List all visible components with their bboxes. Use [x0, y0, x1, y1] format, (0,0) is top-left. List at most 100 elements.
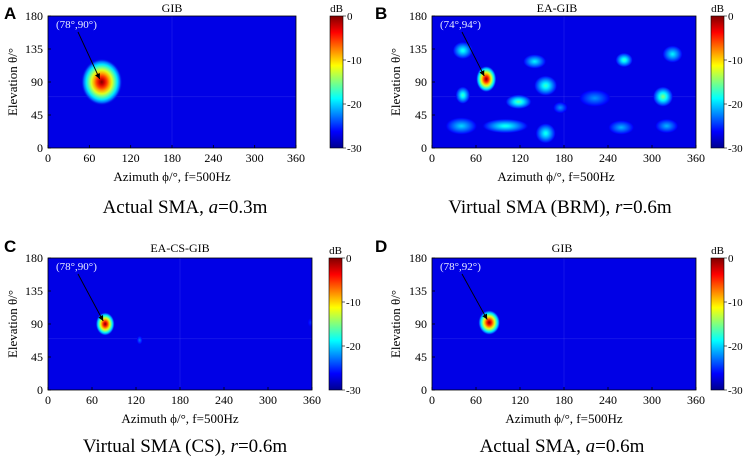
x-tick-label: 60	[86, 393, 98, 407]
panel-b-ylabel: Elevation θ/°	[388, 48, 403, 116]
panel-letter-c: C	[4, 237, 16, 256]
heatmap-blob	[481, 118, 529, 134]
y-tick-label: 135	[25, 42, 43, 56]
panel-c-xlabel: Azimuth ϕ/°, f=500Hz	[121, 411, 238, 426]
x-tick-label: 120	[122, 151, 140, 165]
panel-b-heatmap: 0 60 120 180 240 300 360 0 45 90 135 180 (74°,94°)	[409, 9, 705, 165]
heatmap-blob	[136, 335, 143, 345]
colorbar-tick-label: -30	[728, 143, 743, 155]
heatmap-blob	[95, 312, 115, 336]
x-tick-label: 240	[204, 151, 222, 165]
heatmap-background	[432, 258, 696, 390]
heatmap-blob	[476, 65, 497, 93]
y-tick-label: 0	[37, 141, 43, 155]
colorbar-tick-label: -20	[347, 99, 362, 111]
colorbar-tick-label: 0	[728, 11, 734, 23]
y-tick-label: 90	[415, 75, 427, 89]
colorbar-tick-label: -20	[728, 99, 743, 111]
panel-b-caption: Virtual SMA (BRM), r=0.6m	[448, 197, 672, 218]
panel-b-colorbar: dB 0 -10 -20 -30	[710, 3, 743, 155]
colorbar-tick-label: -20	[728, 341, 743, 353]
y-tick-label: 180	[25, 251, 43, 265]
heatmap-blob	[615, 52, 633, 68]
x-tick-label: 300	[246, 151, 264, 165]
heatmap-blob	[533, 75, 558, 96]
panel-letter-d: D	[375, 237, 387, 256]
panel-c-colorbar: dB 0 -10 -20 -30	[328, 245, 361, 397]
x-tick-label: 60	[83, 151, 95, 165]
y-tick-label: 180	[25, 9, 43, 23]
heatmap-blob	[522, 54, 547, 69]
heatmap-blob	[553, 101, 568, 114]
colorbar-tick-label: 0	[347, 11, 353, 23]
panel-d-caption: Actual SMA, a=0.6m	[480, 436, 645, 457]
y-tick-label: 180	[409, 251, 427, 265]
x-tick-label: 120	[511, 151, 529, 165]
panel-d-xlabel: Azimuth ϕ/°, f=500Hz	[505, 411, 622, 426]
panel-letter-a: A	[4, 4, 16, 23]
colorbar-tick-label: -10	[346, 297, 361, 309]
y-tick-label: 45	[415, 108, 427, 122]
x-tick-label: 0	[45, 151, 51, 165]
x-tick-label: 360	[687, 151, 705, 165]
colorbar-unit: dB	[711, 3, 724, 15]
x-tick-label: 60	[470, 151, 482, 165]
peak-annotation: (78°,90°)	[56, 261, 97, 273]
heatmap-blob	[445, 117, 478, 135]
heatmap-blob	[535, 123, 556, 144]
panel-b-title: EA-GIB	[537, 1, 578, 15]
colorbar-tick-label: -20	[346, 341, 361, 353]
panel-c-heatmap: 0 60 120 180 240 300 360 0 45 90 135 180 (78°,90°)	[25, 251, 321, 407]
peak-annotation: (78°,90°)	[56, 19, 97, 31]
colorbar-tick-label: -30	[346, 385, 361, 397]
y-tick-label: 135	[409, 284, 427, 298]
peak-arrow	[77, 31, 101, 80]
heatmap-blob	[505, 94, 532, 110]
colorbar-tick-label: -30	[728, 385, 743, 397]
y-tick-label: 0	[421, 383, 427, 397]
x-tick-label: 360	[303, 393, 321, 407]
panel-c-title: EA-CS-GIB	[150, 241, 209, 255]
x-tick-label: 180	[171, 393, 189, 407]
heatmap-blob	[608, 120, 635, 135]
peak-annotation: (74°,94°)	[440, 19, 481, 31]
panel-d-heatmap: 0 60 120 180 240 300 360 0 45 90 135 180 (78°,92°)	[409, 251, 705, 407]
panel-a-caption: Actual SMA, a=0.3m	[103, 197, 268, 218]
x-tick-label: 180	[555, 151, 573, 165]
panel-d: D GIB 0 60 120 180 240 300 360 0 45 90 135 180 (78°,…	[375, 237, 743, 457]
y-tick-label: 90	[31, 317, 43, 331]
colorbar-tick-label: -30	[347, 143, 362, 155]
colorbar-tick-label: 0	[728, 253, 734, 265]
x-tick-label: 300	[643, 151, 661, 165]
colorbar-gradient	[329, 15, 344, 149]
panel-b: B EA-GIB 0 60 120 180 240 300 360 0 45 90 135 180 (7…	[375, 1, 743, 218]
heatmap-blob	[654, 118, 679, 134]
colorbar-gradient	[710, 15, 725, 149]
x-tick-label: 360	[287, 151, 305, 165]
heatmap-blob	[81, 58, 123, 106]
peak-arrow	[77, 273, 104, 322]
panel-a-xlabel: Azimuth ϕ/°, f=500Hz	[113, 169, 230, 184]
panel-a-title: GIB	[162, 1, 183, 15]
panel-b-xlabel: Azimuth ϕ/°, f=500Hz	[497, 169, 614, 184]
panel-c: C EA-CS-GIB 0 60 120 180 240 300 360 0 45 90 135 18…	[4, 237, 361, 457]
x-tick-label: 120	[127, 393, 145, 407]
peak-annotation: (78°,92°)	[440, 261, 481, 273]
x-tick-label: 60	[470, 393, 482, 407]
y-tick-label: 135	[25, 284, 43, 298]
panel-d-ylabel: Elevation θ/°	[388, 290, 403, 358]
panel-letter-b: B	[375, 4, 387, 23]
heatmap-blob	[652, 86, 674, 107]
colorbar-tick-label: -10	[728, 297, 743, 309]
heatmap-blob	[478, 310, 501, 335]
colorbar-gradient	[328, 257, 343, 391]
colorbar-unit: dB	[329, 245, 342, 257]
panel-a: A GIB 0 60 120 180 240 300 360 0 45 90 135 180 (78°,…	[4, 1, 362, 218]
heatmap-blob	[455, 86, 471, 104]
colorbar-tick-label: -10	[728, 55, 743, 67]
y-tick-label: 45	[415, 350, 427, 364]
colorbar-tick-label: -10	[347, 55, 362, 67]
x-tick-label: 240	[599, 393, 617, 407]
panel-d-title: GIB	[552, 241, 573, 255]
panel-a-colorbar: dB 0 -10 -20 -30	[329, 3, 362, 155]
